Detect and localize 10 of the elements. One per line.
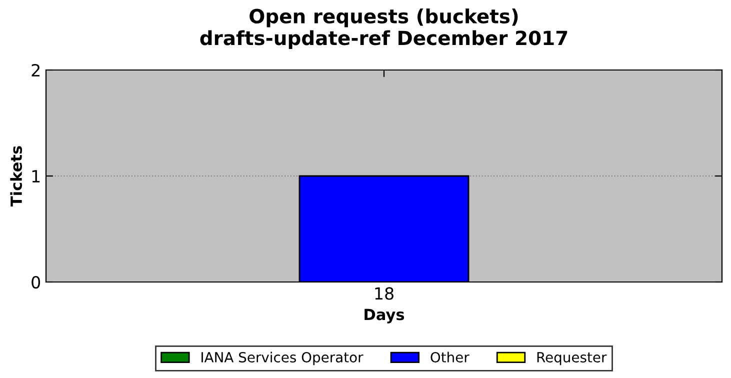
legend-label: Other xyxy=(430,352,470,362)
y-tick-label: 1 xyxy=(32,170,40,182)
y-tick-label: 0 xyxy=(32,276,40,289)
legend-label: IANA Services Operator xyxy=(202,352,364,366)
y-tick-label: 2 xyxy=(32,64,40,76)
x-tick-label: 18 xyxy=(375,287,394,300)
legend-label: Requester xyxy=(537,352,607,366)
y-axis-title: Tickets xyxy=(10,146,22,207)
chart-title: Open requests (buckets) drafts-update-ref December 2017 xyxy=(200,8,568,50)
x-axis-title: Days xyxy=(364,308,404,324)
